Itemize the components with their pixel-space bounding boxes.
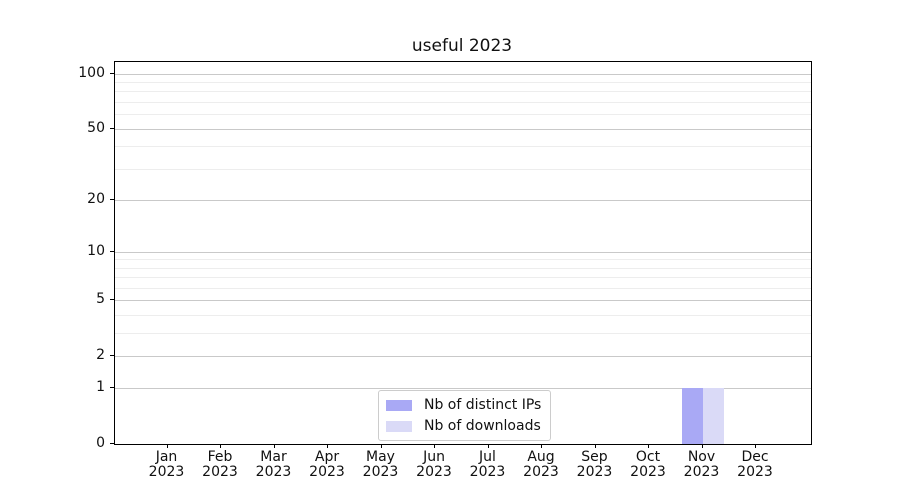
bar-nb-of-downloads-nov-2023	[702, 388, 724, 444]
y-tick-label-10: 10	[87, 242, 105, 259]
bars-layer	[115, 62, 811, 444]
y-tick-label-1: 1	[96, 379, 105, 396]
gridline-major-1	[115, 388, 811, 390]
legend-item-distinct-ips: Nb of distinct IPs	[386, 397, 541, 413]
y-tick-100	[110, 72, 114, 74]
gridline-major-50	[115, 128, 811, 130]
x-tick-jan-2023	[166, 444, 168, 448]
plot-area	[114, 61, 812, 445]
x-tick-oct-2023	[648, 444, 649, 448]
x-tick-may-2023	[380, 444, 382, 448]
x-tick-label-mar-2023: Mar 2023	[255, 449, 292, 480]
gridline-minor-90	[115, 82, 811, 84]
chart-title: useful 2023	[411, 36, 513, 56]
gridline-minor-30	[115, 168, 811, 170]
x-tick-label-jul-2023: Jul 2023	[469, 449, 506, 480]
y-tick-label-5: 5	[96, 291, 105, 308]
y-tick-5	[110, 299, 114, 301]
gridline-minor-4	[115, 314, 811, 316]
x-tick-label-sep-2023: Sep 2023	[576, 449, 613, 480]
legend-swatch-downloads-icon	[386, 420, 412, 432]
y-tick-label-2: 2	[96, 346, 105, 363]
bar-nb-of-distinct-ips-nov-2023	[681, 388, 703, 444]
gridline-minor-8	[115, 267, 811, 269]
gridline-minor-7	[115, 277, 811, 279]
y-tick-0	[110, 443, 114, 444]
x-tick-label-may-2023: May 2023	[362, 449, 399, 480]
gridline-major-2	[115, 355, 811, 357]
y-tick-2	[110, 354, 114, 356]
x-tick-label-oct-2023: Oct 2023	[630, 449, 666, 480]
x-tick-nov-2023	[701, 444, 703, 448]
y-tick-label-20: 20	[87, 190, 105, 207]
x-tick-sep-2023	[594, 444, 596, 448]
gridline-major-20	[115, 199, 811, 201]
gridline-minor-40	[115, 146, 811, 148]
grid-layer	[115, 62, 811, 444]
gridline-minor-80	[115, 91, 811, 93]
y-tick-1	[110, 387, 114, 389]
gridline-minor-9	[115, 259, 811, 261]
gridline-minor-60	[115, 114, 811, 116]
y-tick-label-100: 100	[78, 64, 105, 81]
x-tick-label-jan-2023: Jan 2023	[148, 449, 185, 480]
legend: Nb of distinct IPs Nb of downloads	[378, 390, 552, 441]
x-tick-label-apr-2023: Apr 2023	[309, 449, 345, 480]
legend-label-downloads: Nb of downloads	[424, 418, 541, 434]
legend-label-distinct-ips: Nb of distinct IPs	[424, 397, 542, 413]
x-tick-label-nov-2023: Nov 2023	[683, 449, 720, 480]
gridline-major-10	[115, 251, 811, 253]
x-tick-feb-2023	[220, 444, 221, 448]
x-tick-apr-2023	[327, 444, 328, 448]
x-tick-jul-2023	[487, 444, 489, 448]
legend-item-downloads: Nb of downloads	[386, 418, 541, 434]
y-tick-50	[110, 127, 114, 129]
gridline-minor-3	[115, 332, 811, 334]
x-tick-label-aug-2023: Aug 2023	[523, 449, 559, 480]
gridline-major-100	[115, 73, 811, 75]
y-tick-label-0: 0	[96, 435, 105, 451]
x-tick-mar-2023	[273, 444, 275, 448]
x-tick-label-feb-2023: Feb 2023	[202, 449, 238, 480]
gridline-minor-6	[115, 287, 811, 289]
x-tick-jun-2023	[434, 444, 435, 448]
x-tick-label-jun-2023: Jun 2023	[416, 449, 452, 480]
legend-swatch-distinct-ips-icon	[386, 399, 412, 411]
y-tick-20	[110, 198, 114, 200]
y-tick-label-50: 50	[87, 119, 105, 136]
x-tick-dec-2023	[755, 444, 756, 448]
gridline-major-5	[115, 300, 811, 302]
x-tick-label-dec-2023: Dec 2023	[737, 449, 773, 480]
gridline-minor-70	[115, 102, 811, 104]
y-tick-10	[110, 250, 114, 252]
x-tick-aug-2023	[541, 444, 542, 448]
